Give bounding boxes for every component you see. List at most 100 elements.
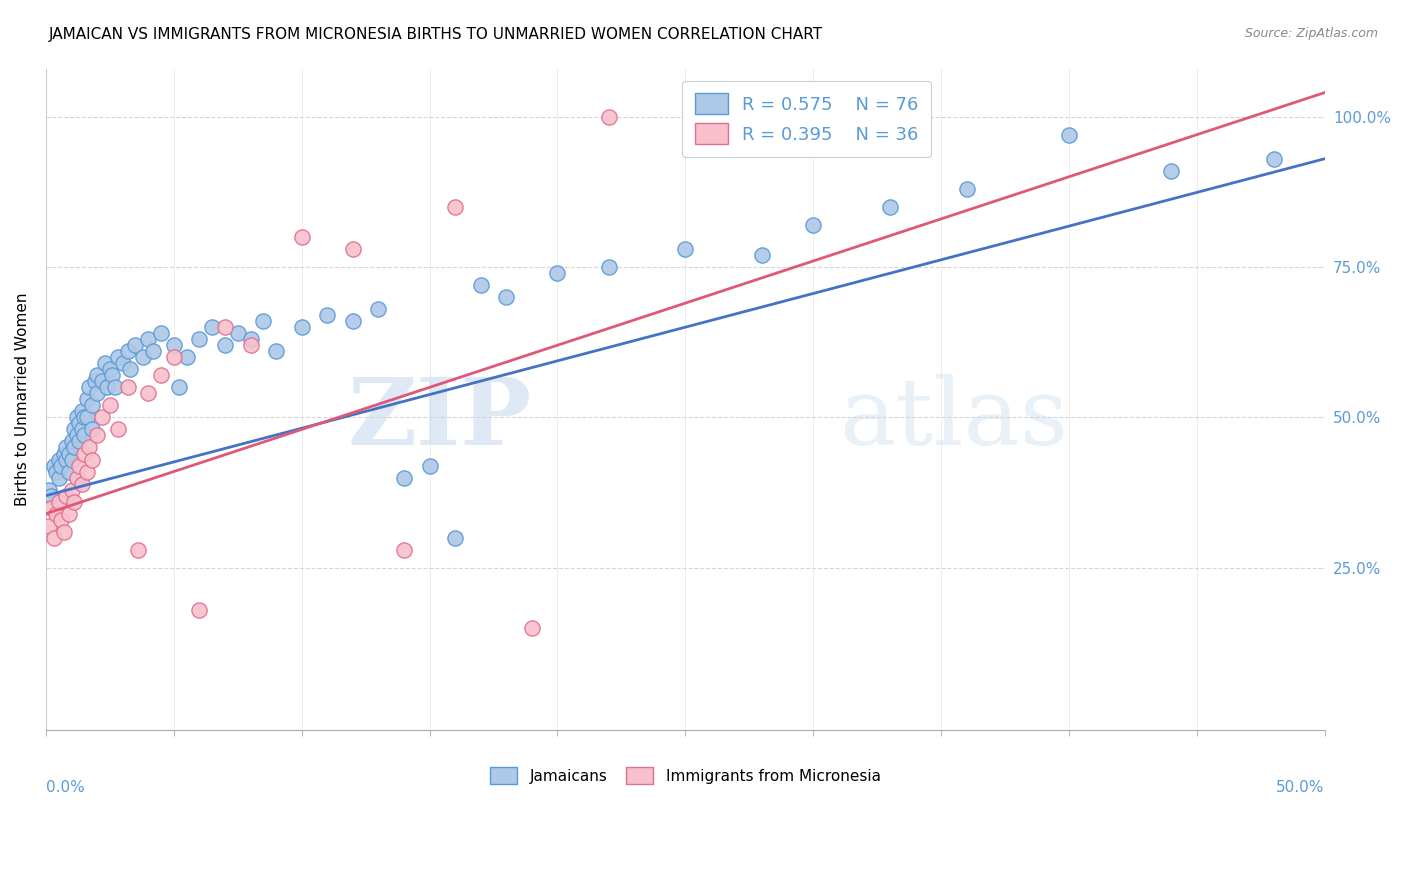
Point: [60, 434, 83, 449]
Point: [63, 494, 86, 508]
Legend: Jamaicans, Immigrants from Micronesia: Jamaicans, Immigrants from Micronesia: [482, 759, 889, 792]
Point: [163, 338, 186, 352]
Point: [167, 380, 190, 394]
Point: [48, 452, 70, 467]
Point: [1057, 128, 1080, 142]
Point: [419, 458, 441, 473]
Point: [111, 356, 134, 370]
Point: [214, 320, 236, 334]
Point: [52, 524, 75, 539]
Point: [63, 422, 86, 436]
Point: [60, 452, 83, 467]
Point: [342, 242, 364, 256]
Point: [150, 368, 173, 383]
Point: [392, 470, 415, 484]
Point: [39, 489, 62, 503]
Point: [52, 446, 75, 460]
Point: [495, 290, 517, 304]
Point: [51, 513, 73, 527]
Point: [188, 332, 211, 346]
Point: [598, 110, 620, 124]
Text: atlas: atlas: [839, 375, 1069, 464]
Point: [70, 404, 93, 418]
Point: [117, 380, 139, 394]
Point: [42, 458, 65, 473]
Point: [48, 470, 70, 484]
Y-axis label: Births to Unmarried Women: Births to Unmarried Women: [15, 293, 30, 506]
Point: [76, 392, 98, 407]
Point: [55, 441, 77, 455]
Point: [86, 368, 108, 383]
Point: [239, 332, 262, 346]
Point: [104, 380, 127, 394]
Point: [73, 428, 96, 442]
Point: [801, 218, 824, 232]
Text: 0.0%: 0.0%: [46, 780, 84, 795]
Point: [66, 410, 89, 425]
Point: [546, 266, 568, 280]
Point: [58, 507, 80, 521]
Point: [58, 465, 80, 479]
Point: [58, 446, 80, 460]
Point: [67, 458, 90, 473]
Point: [201, 320, 224, 334]
Point: [86, 428, 108, 442]
Point: [132, 351, 155, 365]
Point: [55, 452, 77, 467]
Point: [38, 518, 60, 533]
Point: [67, 434, 90, 449]
Point: [107, 351, 129, 365]
Point: [101, 368, 124, 383]
Point: [214, 338, 236, 352]
Text: ZIP: ZIP: [347, 375, 531, 464]
Point: [39, 500, 62, 515]
Point: [1263, 152, 1285, 166]
Point: [98, 362, 121, 376]
Point: [66, 470, 89, 484]
Point: [66, 428, 89, 442]
Text: JAMAICAN VS IMMIGRANTS FROM MICRONESIA BIRTHS TO UNMARRIED WOMEN CORRELATION CHA: JAMAICAN VS IMMIGRANTS FROM MICRONESIA B…: [49, 27, 824, 42]
Point: [239, 338, 262, 352]
Point: [142, 344, 165, 359]
Point: [751, 248, 773, 262]
Point: [1160, 163, 1182, 178]
Point: [252, 314, 274, 328]
Point: [83, 374, 105, 388]
Point: [520, 621, 543, 635]
Point: [264, 344, 287, 359]
Point: [79, 441, 101, 455]
Point: [70, 476, 93, 491]
Point: [444, 200, 467, 214]
Point: [598, 260, 620, 274]
Point: [48, 494, 70, 508]
Point: [94, 356, 117, 370]
Point: [79, 380, 101, 394]
Point: [127, 542, 149, 557]
Point: [150, 326, 173, 341]
Point: [342, 314, 364, 328]
Point: [107, 422, 129, 436]
Point: [120, 362, 142, 376]
Point: [80, 452, 103, 467]
Point: [63, 441, 86, 455]
Point: [176, 351, 198, 365]
Point: [42, 531, 65, 545]
Point: [55, 489, 77, 503]
Point: [76, 410, 98, 425]
Point: [392, 542, 415, 557]
Point: [163, 351, 186, 365]
Point: [956, 182, 979, 196]
Point: [136, 386, 159, 401]
Point: [91, 410, 114, 425]
Point: [45, 465, 67, 479]
Point: [45, 507, 67, 521]
Point: [38, 483, 60, 497]
Point: [91, 374, 114, 388]
Point: [67, 417, 90, 431]
Point: [367, 302, 389, 317]
Point: [80, 398, 103, 412]
Point: [136, 332, 159, 346]
Text: Source: ZipAtlas.com: Source: ZipAtlas.com: [1244, 27, 1378, 40]
Point: [80, 422, 103, 436]
Point: [291, 230, 314, 244]
